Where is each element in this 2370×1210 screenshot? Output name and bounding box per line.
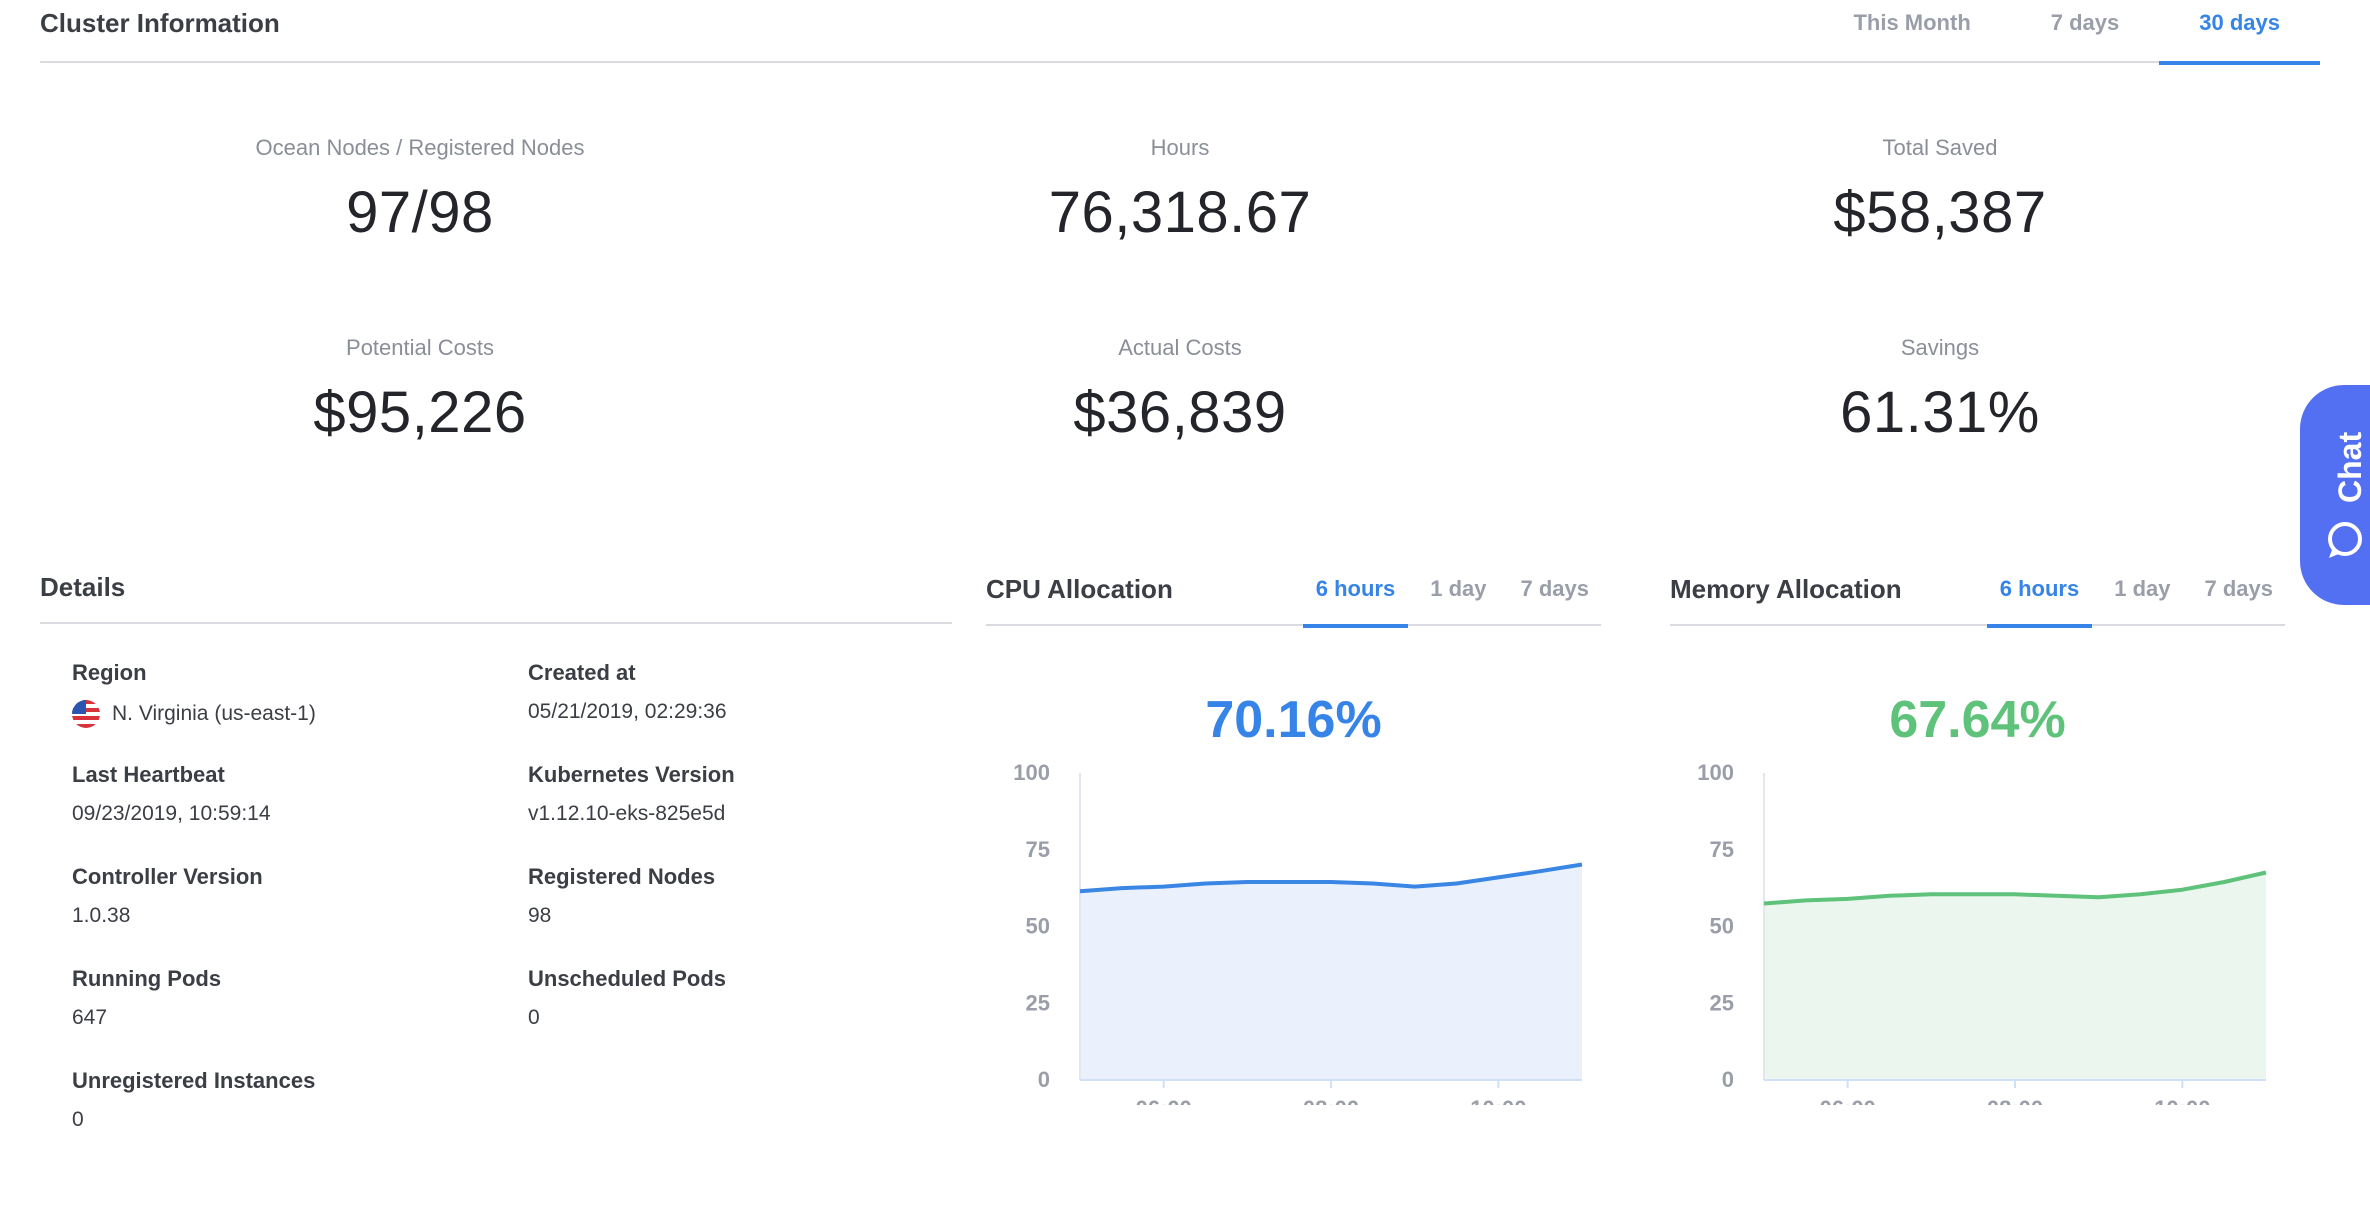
field-value: 98 [528, 904, 552, 927]
field-unregistered-instances: Unregistered Instances 0 [72, 1068, 492, 1132]
memory-range-tabs: 6 hours 1 day 7 days [1977, 560, 2285, 628]
field-value: 0 [72, 1108, 84, 1131]
stat-hours: Hours 76,318.67 [930, 135, 1430, 246]
field-label: Kubernetes Version [528, 762, 735, 787]
memory-area-fill [1764, 872, 2266, 1080]
cpu-tab-6-hours[interactable]: 6 hours [1302, 560, 1409, 628]
stat-label: Actual Costs [1118, 335, 1242, 360]
memory-tab-1-day[interactable]: 1 day [2114, 576, 2171, 601]
stat-label: Potential Costs [346, 335, 494, 360]
field-label: Unscheduled Pods [528, 966, 727, 991]
memory-allocation-header: Memory Allocation 6 hours 1 day 7 days [1670, 560, 2285, 628]
stat-value: 97/98 [346, 180, 494, 245]
cpu-y-tick-label: 75 [1026, 837, 1050, 862]
cpu-allocation-value: 70.16% [1205, 691, 1382, 749]
field-value: 05/21/2019, 02:29:36 [528, 700, 727, 723]
field-label: Registered Nodes [528, 864, 716, 889]
stat-value: 76,318.67 [1048, 180, 1312, 245]
cluster-info-header: Cluster Information This Month 7 days 30… [40, 0, 2320, 65]
field-value: 1.0.38 [72, 904, 131, 927]
stat-savings: Savings 61.31% [1690, 335, 2190, 446]
field-value: 0 [528, 1006, 540, 1029]
cpu-x-tick-label: 06:00 [1136, 1096, 1192, 1105]
stat-label: Total Saved [1882, 135, 1998, 160]
stat-value: $58,387 [1833, 180, 2047, 245]
field-label: Last Heartbeat [72, 762, 225, 787]
cpu-allocation-chart: 100 75 50 25 0 06:00 08:00 10:00 [1013, 760, 1583, 1105]
field-region: Region N. Virginia (us-east-1) [72, 660, 492, 728]
cpu-allocation-header: CPU Allocation 6 hours 1 day 7 days [986, 560, 1601, 628]
field-kubernetes-version: Kubernetes Version v1.12.10-eks-825e5d [528, 762, 948, 826]
memory-tab-7-days[interactable]: 7 days [2204, 576, 2274, 601]
stat-label: Ocean Nodes / Registered Nodes [255, 135, 585, 160]
cpu-x-tick-label: 08:00 [1303, 1096, 1359, 1105]
stat-value: $95,226 [313, 380, 527, 445]
stat-nodes: Ocean Nodes / Registered Nodes 97/98 [170, 135, 670, 246]
details-panel: Details Region N. Virginia (us-east-1) C… [40, 560, 952, 1131]
cpu-tab-7-days[interactable]: 7 days [1520, 576, 1590, 601]
stat-value: $36,839 [1073, 380, 1287, 445]
memory-x-tick-label: 08:00 [1987, 1096, 2043, 1105]
field-label: Controller Version [72, 864, 263, 889]
us-flag-icon [72, 700, 100, 728]
page-title: Cluster Information [40, 8, 280, 38]
memory-y-tick-label: 100 [1697, 760, 1734, 785]
stat-label: Savings [1900, 335, 1980, 360]
memory-tab-6-hours[interactable]: 6 hours [1986, 560, 2093, 628]
cpu-y-tick-label: 50 [1026, 914, 1050, 939]
chat-button[interactable]: Chat [2300, 385, 2370, 605]
chat-label: Chat [2332, 431, 2368, 503]
tab-this-month[interactable]: This Month [1853, 10, 1971, 35]
memory-series-line [1763, 870, 2267, 906]
stat-actual-costs: Actual Costs $36,839 [930, 335, 1430, 446]
stat-potential-costs: Potential Costs $95,226 [170, 335, 670, 446]
cpu-x-tick-label: 10:00 [1470, 1096, 1526, 1105]
field-running-pods: Running Pods 647 [72, 966, 492, 1030]
field-label: Region [72, 660, 147, 685]
field-created-at: Created at 05/21/2019, 02:29:36 [528, 660, 948, 724]
tab-30-days[interactable]: 30 days [2159, 0, 2320, 65]
cpu-y-tick-label: 100 [1013, 760, 1050, 785]
cpu-y-tick-label: 25 [1026, 990, 1050, 1015]
memory-y-tick-label: 25 [1710, 990, 1734, 1015]
memory-y-tick-label: 50 [1710, 914, 1734, 939]
cpu-tab-1-day[interactable]: 1 day [1430, 576, 1487, 601]
field-value: 09/23/2019, 10:59:14 [72, 802, 271, 825]
field-controller-version: Controller Version 1.0.38 [72, 864, 492, 928]
memory-allocation-value: 67.64% [1889, 691, 2066, 749]
field-label: Created at [528, 660, 636, 685]
cpu-area-fill [1080, 864, 1582, 1080]
field-value: N. Virginia (us-east-1) [112, 702, 316, 725]
memory-x-tick-label: 10:00 [2154, 1096, 2210, 1105]
cpu-range-tabs: 6 hours 1 day 7 days [1293, 560, 1601, 628]
field-unscheduled-pods: Unscheduled Pods 0 [528, 966, 948, 1030]
details-title: Details [40, 560, 952, 624]
field-value: 647 [72, 1006, 108, 1029]
cpu-y-tick-label: 0 [1038, 1067, 1050, 1092]
cpu-allocation-panel: CPU Allocation 6 hours 1 day 7 days 70.1… [986, 560, 1601, 1180]
field-value: v1.12.10-eks-825e5d [528, 802, 726, 825]
field-registered-nodes: Registered Nodes 98 [528, 864, 948, 928]
tab-7-days[interactable]: 7 days [2050, 10, 2120, 35]
memory-allocation-panel: Memory Allocation 6 hours 1 day 7 days 6… [1670, 560, 2285, 1180]
memory-allocation-title: Memory Allocation [1670, 574, 1902, 604]
memory-y-tick-label: 0 [1722, 1067, 1734, 1092]
chat-bubble-icon [2328, 522, 2362, 558]
stat-label: Hours [1150, 135, 1210, 160]
memory-x-tick-label: 06:00 [1820, 1096, 1876, 1105]
stat-value: 61.31% [1840, 380, 2040, 445]
field-label: Running Pods [72, 966, 222, 991]
cpu-series-line [1079, 862, 1583, 894]
time-range-tabs: This Month 7 days 30 days [1813, 0, 2320, 65]
stat-total-saved: Total Saved $58,387 [1690, 135, 2190, 246]
field-label: Unregistered Instances [72, 1068, 316, 1093]
field-last-heartbeat: Last Heartbeat 09/23/2019, 10:59:14 [72, 762, 492, 826]
cpu-allocation-title: CPU Allocation [986, 574, 1173, 604]
memory-allocation-chart: 100 75 50 25 0 06:00 08:00 10:00 [1697, 760, 2267, 1105]
memory-y-tick-label: 75 [1710, 837, 1734, 862]
